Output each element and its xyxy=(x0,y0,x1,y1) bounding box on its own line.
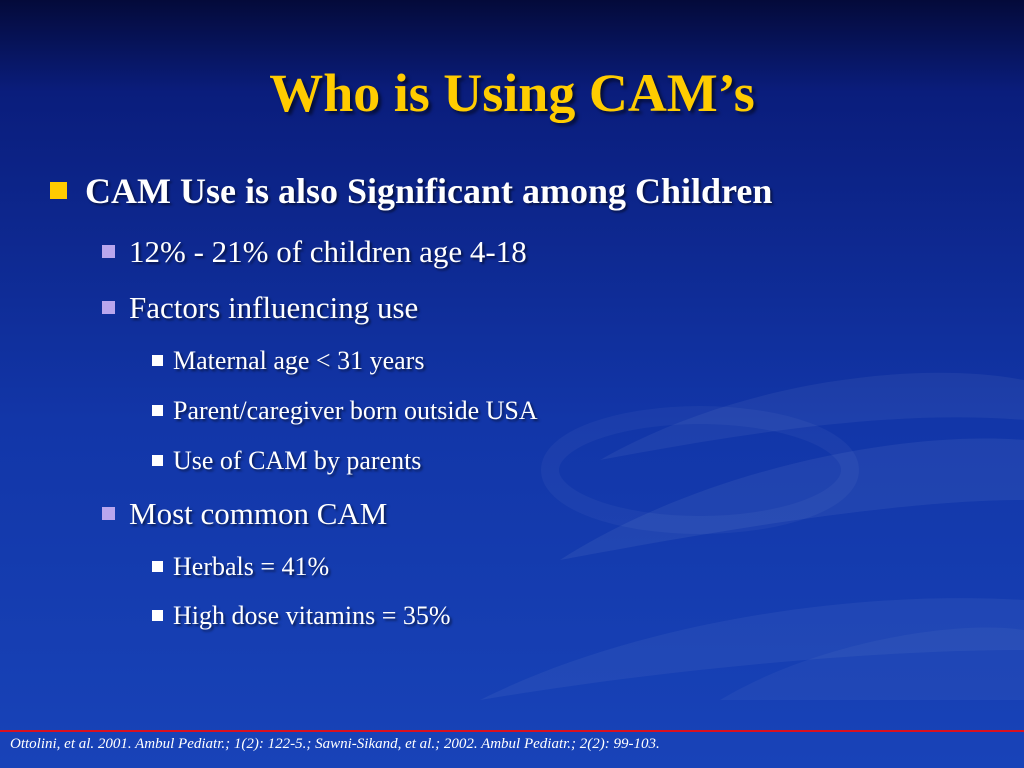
bullet-factors: Factors influencing use xyxy=(102,290,418,326)
bullet-main-text: CAM Use is also Significant among Childr… xyxy=(85,171,773,211)
bullet-factor-item-text: Parent/caregiver born outside USA xyxy=(173,396,538,425)
bullet-factor-item: Maternal age < 31 years xyxy=(152,346,424,376)
square-bullet-icon xyxy=(102,301,115,315)
bullet-age-range: 12% - 21% of children age 4-18 xyxy=(102,234,527,270)
bullet-common-item: Herbals = 41% xyxy=(152,552,329,582)
square-bullet-icon xyxy=(152,560,163,572)
slide-title: Who is Using CAM’s xyxy=(269,63,755,123)
bullet-main: CAM Use is also Significant among Childr… xyxy=(50,170,772,212)
bullet-factor-item-text: Use of CAM by parents xyxy=(173,446,422,475)
square-bullet-icon xyxy=(102,507,115,521)
bullet-common-item: High dose vitamins = 35% xyxy=(152,601,451,631)
bullet-most-common-text: Most common CAM xyxy=(129,496,388,531)
square-bullet-icon xyxy=(152,404,163,416)
square-bullet-icon xyxy=(152,609,163,621)
citation-footer: Ottolini, et al. 2001. Ambul Pediatr.; 1… xyxy=(10,736,660,752)
bullet-most-common: Most common CAM xyxy=(102,496,387,532)
bullet-factors-text: Factors influencing use xyxy=(129,290,419,325)
bullet-age-range-text: 12% - 21% of children age 4-18 xyxy=(129,234,527,269)
square-bullet-icon xyxy=(50,182,67,200)
footer-divider xyxy=(0,730,1024,732)
bullet-factor-item: Use of CAM by parents xyxy=(152,446,421,476)
bullet-factor-item-text: Maternal age < 31 years xyxy=(173,346,425,375)
square-bullet-icon xyxy=(152,454,163,466)
bullet-factor-item: Parent/caregiver born outside USA xyxy=(152,396,538,426)
square-bullet-icon xyxy=(152,354,163,366)
square-bullet-icon xyxy=(102,245,115,259)
bullet-common-item-text: Herbals = 41% xyxy=(173,552,330,581)
bullet-common-item-text: High dose vitamins = 35% xyxy=(173,601,451,630)
